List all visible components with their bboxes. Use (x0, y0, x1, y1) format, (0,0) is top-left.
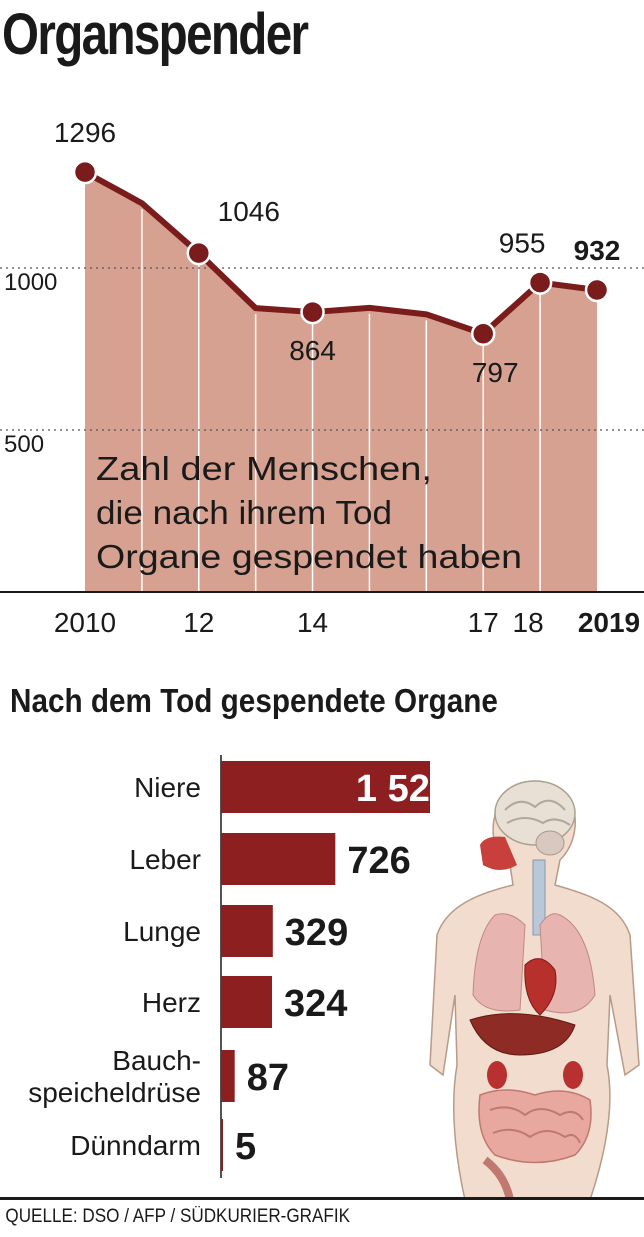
annotation-text: Organe gespendet haben (96, 538, 522, 575)
bar (221, 976, 273, 1028)
y-tick-label: 500 (4, 431, 44, 458)
annotation-text: die nach ihrem Tod (96, 494, 392, 531)
value-label: 5 (235, 1126, 256, 1168)
category-label: Bauch- (112, 1045, 201, 1076)
bar (221, 833, 336, 885)
y-tick-label: 1000 (4, 269, 57, 296)
value-label: 87 (247, 1057, 289, 1099)
x-tick-label: 2019 (578, 607, 640, 638)
category-label: Niere (134, 772, 201, 803)
cerebellum (535, 830, 565, 856)
organs-bar-chart: Niere 1 524 Leber 726 Lunge 329 Herz 324 Bauch-s… (28, 755, 430, 1178)
data-label: 1296 (54, 117, 116, 148)
category-label: speicheldrüse (28, 1077, 201, 1108)
oral-cavity (480, 836, 517, 870)
data-label: 1046 (218, 196, 280, 227)
data-point (186, 240, 212, 266)
x-tick-label: 14 (297, 607, 328, 638)
left-kidney (487, 1061, 507, 1089)
value-label: 1 524 (356, 768, 430, 810)
heart (524, 958, 557, 1016)
trachea (532, 859, 546, 936)
bar (221, 761, 430, 813)
area-fill (85, 172, 597, 592)
data-label: 932 (574, 235, 621, 266)
series-line (83, 169, 598, 337)
value-label: 324 (284, 983, 347, 1025)
data-point (72, 159, 98, 185)
right-kidney (563, 1061, 583, 1089)
data-label: 955 (499, 228, 546, 259)
left-lung (472, 913, 526, 1012)
chart-title: Organspender (2, 2, 309, 67)
intestines (478, 1089, 592, 1164)
value-label: 726 (347, 840, 410, 882)
category-label: Lunge (123, 916, 201, 947)
x-tick-label: 12 (183, 607, 214, 638)
donors-area-chart: 500 1000 1296 1046 864 797 955 932 2010 12 14 17 18 2… (0, 117, 644, 638)
bar (221, 1119, 223, 1171)
value-label: 329 (285, 912, 348, 954)
annotation-text: Zahl der Menschen, (96, 450, 432, 487)
category-label: Dünndarm (70, 1130, 201, 1161)
liver (469, 1013, 576, 1056)
bar (221, 905, 273, 957)
data-point (300, 299, 325, 325)
bar (221, 1050, 235, 1102)
source-credit: QUELLE: DSO / AFP / SÜDKURIER-GRAFIK (0, 1197, 644, 1228)
data-label: 864 (289, 335, 336, 366)
x-tick-label: 2010 (54, 607, 116, 638)
category-label: Leber (129, 844, 201, 875)
data-point (470, 321, 496, 347)
x-tick-label: 17 (468, 607, 499, 638)
data-point (584, 277, 610, 303)
human-anatomy-illustration (429, 780, 640, 1200)
data-point (527, 270, 553, 295)
data-label: 797 (472, 357, 519, 388)
organs-section-title: Nach dem Tod gespendete Organe (10, 682, 498, 719)
category-label: Herz (142, 987, 201, 1018)
brain (494, 780, 576, 846)
x-tick-label: 18 (513, 607, 544, 638)
